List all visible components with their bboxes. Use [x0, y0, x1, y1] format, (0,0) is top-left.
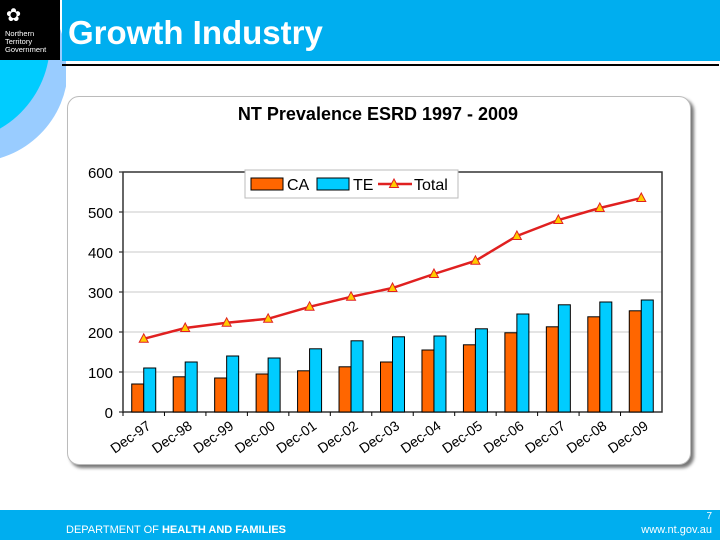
bar-te	[640, 299, 654, 413]
bar-te	[474, 328, 488, 413]
marker-total	[179, 321, 191, 332]
bar-ca	[628, 310, 642, 413]
bar-ca	[421, 349, 435, 413]
x-tick-label: Dec-03	[356, 417, 402, 456]
bar-te	[267, 357, 281, 413]
flower-icon: ✿	[6, 5, 22, 25]
x-tick-label: Dec-99	[190, 417, 236, 456]
x-tick-label: Dec-09	[605, 417, 651, 456]
bar-ca	[545, 326, 559, 413]
page-number: 7	[706, 511, 712, 522]
department-name: DEPARTMENT OF HEALTH AND FAMILIES	[66, 524, 286, 536]
x-tick-label: Dec-97	[107, 417, 153, 456]
slide-header: Growth Industry	[62, 0, 720, 61]
logo-line: Territory	[5, 37, 33, 46]
bar-ca	[297, 370, 311, 413]
bar-te	[433, 335, 447, 413]
legend-swatch-ca	[250, 177, 284, 191]
logo-line: Government	[5, 45, 47, 54]
legend-label-ca: CA	[287, 177, 310, 194]
marker-total	[138, 332, 150, 343]
x-tick-label: Dec-06	[480, 417, 526, 456]
marker-total	[221, 316, 232, 327]
bar-te	[599, 301, 613, 413]
bar-te	[557, 304, 571, 413]
bar-te	[350, 340, 364, 413]
bar-te	[392, 336, 405, 413]
legend-swatch-te	[316, 177, 350, 191]
y-tick-label: 100	[88, 365, 113, 382]
y-tick-label: 0	[105, 405, 113, 422]
x-tick-label: Dec-02	[315, 417, 361, 456]
bar-ca	[172, 376, 186, 413]
bar-ca	[380, 361, 393, 413]
marker-total	[594, 201, 606, 212]
marker-total	[635, 191, 647, 202]
bar-te	[184, 361, 198, 413]
x-tick-label: Dec-98	[149, 417, 195, 456]
y-tick-label: 600	[88, 165, 113, 182]
bar-te	[516, 313, 530, 413]
marker-total	[553, 213, 564, 224]
website-url: www.nt.gov.au	[641, 524, 712, 536]
y-tick-label: 500	[88, 205, 113, 222]
marker-total	[262, 312, 274, 323]
slide-footer: DEPARTMENT OF HEALTH AND FAMILIES 7 www.…	[0, 510, 720, 540]
bar-ca	[587, 316, 601, 413]
bar-ca	[504, 332, 518, 413]
chart-panel	[67, 96, 691, 465]
esrd-chart: NT Prevalence ESRD 1997 - 2009 0 100 200 300…	[88, 104, 663, 456]
bar-te	[143, 367, 157, 413]
y-tick-label: 400	[88, 245, 113, 262]
bar-te	[226, 355, 240, 413]
header-divider	[62, 64, 719, 66]
x-tick-label: Dec-05	[439, 417, 485, 456]
bar-ca	[462, 344, 476, 413]
chart-title: NT Prevalence ESRD 1997 - 2009	[238, 104, 518, 124]
dept-prefix: DEPARTMENT OF	[66, 524, 162, 536]
dept-bold: HEALTH AND FAMILIES	[161, 524, 287, 536]
marker-total	[387, 281, 398, 292]
x-tick-label: Dec-08	[563, 417, 609, 456]
bar-ca	[255, 373, 269, 413]
x-tick-label: Dec-07	[522, 417, 568, 456]
slide-title: Growth Industry	[68, 14, 323, 51]
bar-te	[309, 348, 323, 413]
marker-total	[428, 267, 440, 278]
nt-government-logo: ✿ Northern Territory Government	[0, 0, 60, 60]
logo-line: Northern	[5, 29, 35, 38]
marker-total	[304, 300, 315, 311]
marker-total	[511, 229, 523, 240]
x-tick-label: Dec-04	[398, 417, 444, 456]
marker-total	[470, 254, 481, 265]
legend-label-te: TE	[353, 177, 373, 194]
y-tick-label: 300	[88, 285, 113, 302]
marker-total	[345, 290, 357, 301]
bar-ca	[338, 366, 352, 413]
bar-ca	[131, 383, 145, 413]
x-tick-label: Dec-01	[273, 417, 319, 456]
legend-marker-total	[388, 177, 400, 188]
x-tick-label: Dec-00	[232, 417, 278, 456]
legend-label-total: Total	[414, 177, 448, 194]
bar-ca	[214, 377, 228, 413]
y-tick-label: 200	[88, 325, 113, 342]
